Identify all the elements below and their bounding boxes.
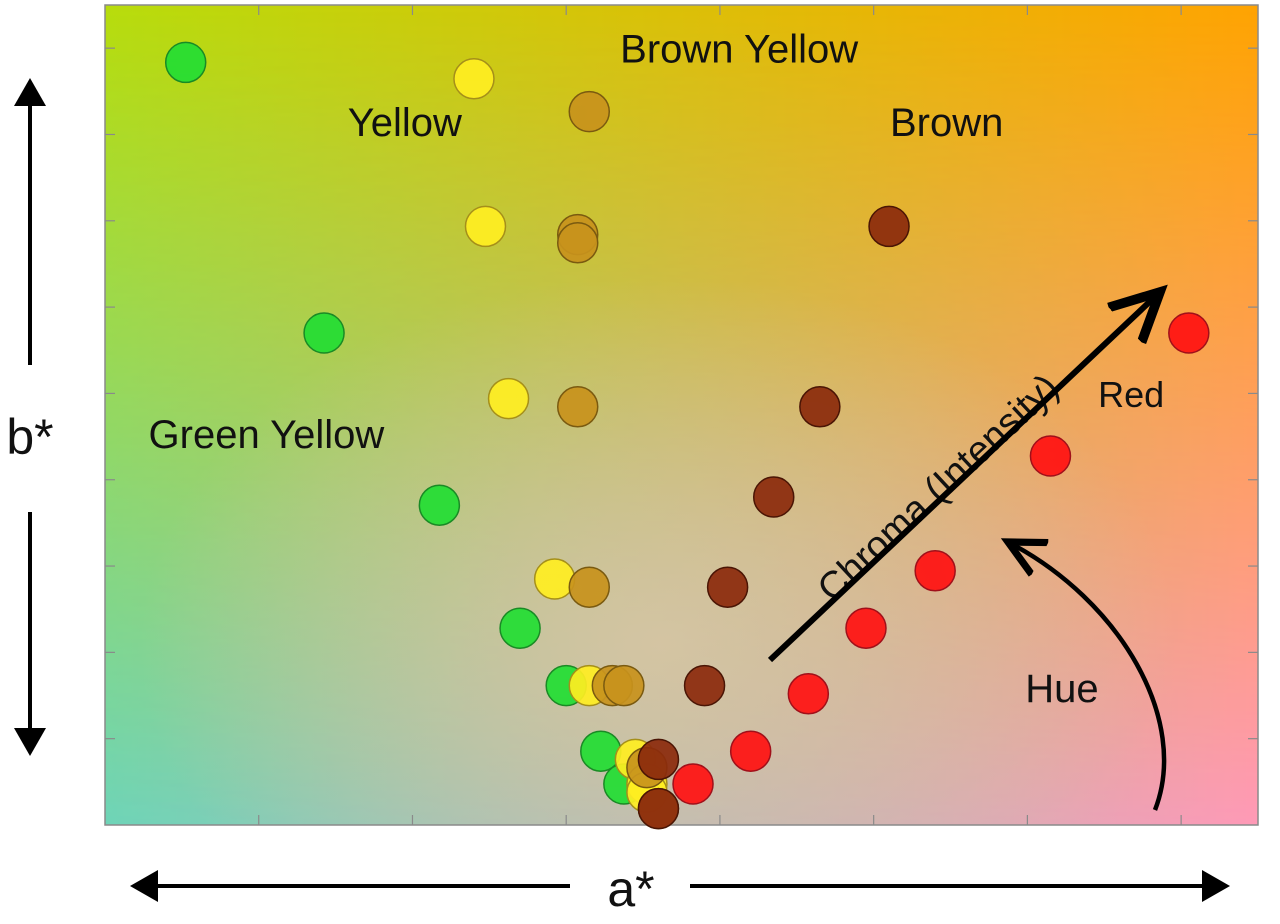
point-brown-yellow-3: [556, 386, 599, 428]
point-green-yellow-3: [499, 607, 541, 649]
data-points: [164, 41, 1210, 830]
annotation-hue: Hue: [1025, 667, 1098, 711]
point-yellow-2: [487, 377, 530, 420]
point-red-3: [845, 607, 887, 649]
y-axis-label: b*: [6, 409, 53, 465]
hue-arrow: [1008, 542, 1167, 811]
point-red-2: [914, 550, 956, 592]
annotation-green-yellow: Green Yellow: [149, 413, 385, 457]
point-brown-4: [683, 664, 726, 707]
point-green-yellow-0: [164, 41, 207, 84]
point-brown-yellow-4: [568, 566, 611, 608]
chroma-arrow: [767, 292, 1160, 663]
series-brown: [637, 205, 910, 830]
annotation-brown: Brown: [890, 101, 1003, 145]
point-brown-2: [752, 476, 795, 518]
annotation-brown-yellow: Brown Yellow: [620, 27, 858, 71]
point-green-yellow-5: [580, 730, 622, 772]
point-brown-3: [706, 566, 749, 608]
point-brown-1: [799, 386, 841, 428]
point-red-4: [787, 673, 830, 715]
point-brown-0: [868, 205, 910, 248]
point-yellow-1: [464, 205, 507, 248]
point-red-5: [729, 730, 772, 772]
point-green-yellow-2: [418, 484, 461, 526]
point-brown-yellow-6: [603, 664, 645, 707]
point-yellow-3: [533, 558, 576, 600]
point-red-0: [1168, 312, 1210, 354]
plot-frame: [104, 4, 1259, 826]
axis-ticks: [105, 5, 1258, 825]
annotation-red: Red: [1098, 374, 1164, 415]
series-red: [672, 312, 1210, 805]
annotation-yellow: Yellow: [348, 101, 462, 145]
point-brown-6: [637, 787, 680, 830]
point-red-6: [672, 763, 714, 805]
point-brown-yellow-2: [556, 222, 599, 264]
plot-background-center: [105, 5, 1258, 825]
point-brown-yellow-0: [568, 90, 611, 133]
x-axis-label: a*: [607, 861, 654, 917]
point-brown-5: [637, 738, 680, 781]
point-red-1: [1029, 435, 1072, 477]
point-yellow-0: [453, 58, 495, 100]
plot-area: [104, 4, 1259, 826]
point-green-yellow-1: [303, 312, 345, 354]
